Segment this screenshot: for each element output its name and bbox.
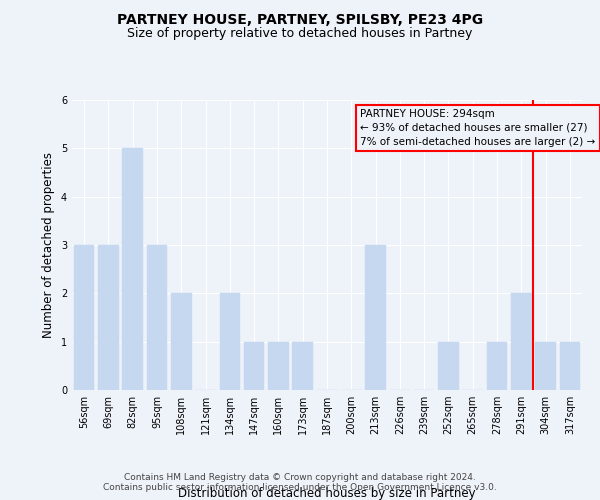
Bar bbox=[146, 245, 167, 390]
Bar bbox=[292, 342, 313, 390]
Text: PARTNEY HOUSE: 294sqm
← 93% of detached houses are smaller (27)
7% of semi-detac: PARTNEY HOUSE: 294sqm ← 93% of detached … bbox=[360, 108, 595, 146]
Bar bbox=[511, 294, 532, 390]
Bar bbox=[98, 245, 119, 390]
Bar bbox=[122, 148, 143, 390]
Bar bbox=[487, 342, 508, 390]
Bar bbox=[535, 342, 556, 390]
Bar bbox=[74, 245, 94, 390]
Bar bbox=[438, 342, 459, 390]
Bar bbox=[268, 342, 289, 390]
X-axis label: Distribution of detached houses by size in Partney: Distribution of detached houses by size … bbox=[178, 487, 476, 500]
Bar bbox=[560, 342, 580, 390]
Y-axis label: Number of detached properties: Number of detached properties bbox=[43, 152, 55, 338]
Bar bbox=[220, 294, 240, 390]
Text: Contains HM Land Registry data © Crown copyright and database right 2024.
Contai: Contains HM Land Registry data © Crown c… bbox=[103, 473, 497, 492]
Text: PARTNEY HOUSE, PARTNEY, SPILSBY, PE23 4PG: PARTNEY HOUSE, PARTNEY, SPILSBY, PE23 4P… bbox=[117, 12, 483, 26]
Bar bbox=[171, 294, 191, 390]
Text: Size of property relative to detached houses in Partney: Size of property relative to detached ho… bbox=[127, 28, 473, 40]
Bar bbox=[244, 342, 265, 390]
Bar bbox=[365, 245, 386, 390]
